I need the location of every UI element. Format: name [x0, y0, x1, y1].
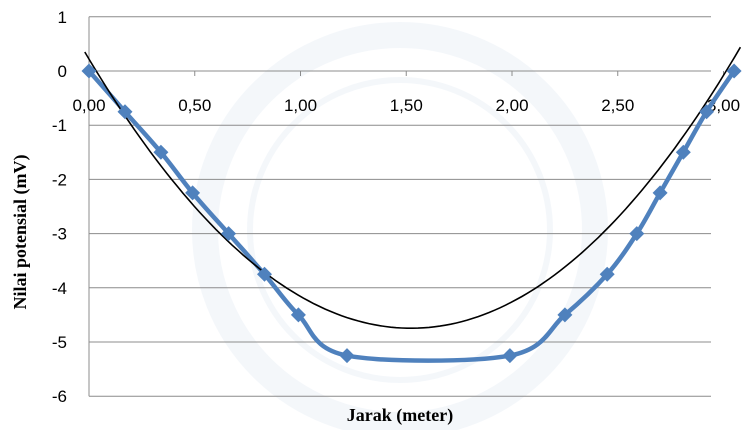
data-point-marker	[221, 226, 237, 242]
y-tick-label: -2	[52, 170, 67, 189]
y-tick-label: -5	[52, 333, 67, 352]
y-tick-label: -1	[52, 116, 67, 135]
x-tick-label: 1,50	[390, 96, 423, 115]
grid	[88, 16, 711, 397]
data-point-marker	[502, 348, 518, 364]
data-point-marker	[557, 307, 573, 323]
data-point-marker	[153, 144, 169, 160]
data-point-marker	[257, 266, 272, 282]
y-tick-label: 1	[58, 8, 67, 27]
data-point-marker	[339, 348, 355, 364]
y-tick-label: -3	[52, 225, 67, 244]
plot-area	[81, 46, 742, 364]
y-axis: 1 0 -1 -2 -3 -4 -5 -6	[52, 8, 67, 406]
trendline	[84, 46, 742, 329]
data-point-marker	[81, 63, 97, 79]
x-tick-label: 0,00	[72, 96, 105, 115]
data-point-marker	[675, 144, 691, 160]
data-point-marker	[652, 185, 668, 201]
x-tick-label: 2,00	[495, 96, 528, 115]
data-point-marker	[726, 63, 742, 79]
x-tick-label: 1,00	[284, 96, 317, 115]
measured-line	[87, 69, 736, 363]
y-axis-label: Nilai potensial (mV)	[10, 154, 31, 309]
data-point-marker	[629, 226, 645, 242]
data-point-marker	[185, 185, 201, 201]
data-point-marker	[599, 266, 615, 282]
y-tick-label: -4	[52, 279, 67, 298]
data-point-marker	[699, 104, 715, 120]
y-tick-label: 0	[58, 62, 67, 81]
watermark	[192, 22, 608, 430]
data-point-marker	[290, 307, 306, 323]
data-point-marker	[117, 104, 133, 120]
x-tick-label: 0,50	[178, 96, 211, 115]
x-axis-label: Jarak (meter)	[347, 405, 453, 426]
x-axis: 0,000,501,001,502,002,503,003,50	[72, 71, 740, 115]
x-tick-label: 2,50	[601, 96, 634, 115]
y-tick-label: -6	[52, 387, 67, 406]
